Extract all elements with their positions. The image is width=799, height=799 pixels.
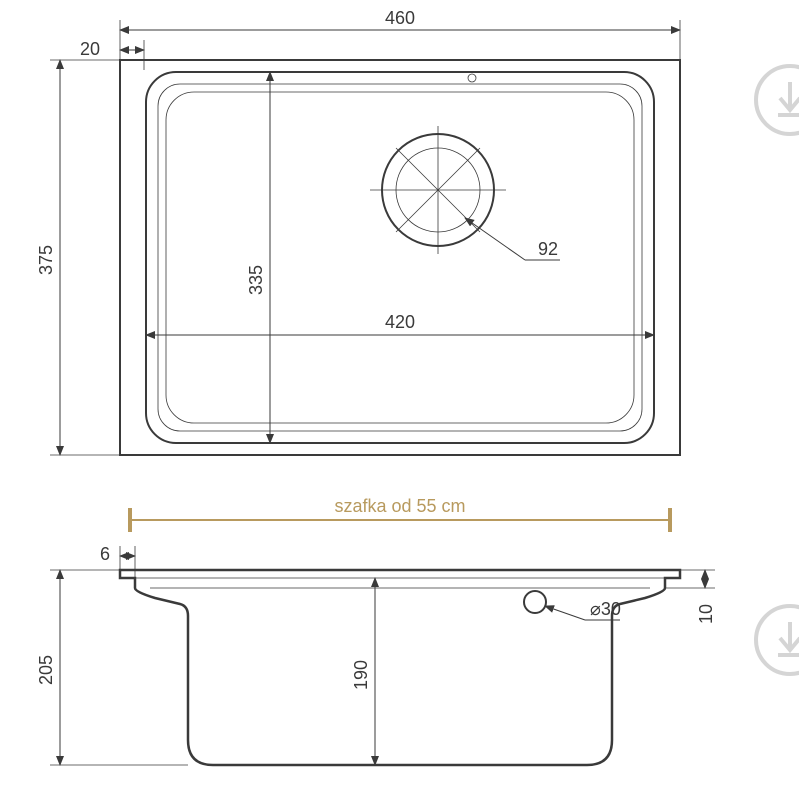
- dim-d30: ⌀30: [545, 599, 621, 620]
- side-view: ⌀30 6 10 190 205: [36, 544, 716, 765]
- basin-outer: [146, 72, 654, 443]
- overflow-hole: [524, 591, 546, 613]
- dim-335-label: 335: [246, 265, 266, 295]
- dim-20: 20: [80, 39, 144, 70]
- dim-375-label: 375: [36, 245, 56, 275]
- dim-d30-label: ⌀30: [590, 599, 621, 619]
- cabinet-note: szafka od 55 cm: [130, 496, 670, 520]
- dim-460: 460: [120, 8, 680, 60]
- dim-20-label: 20: [80, 39, 100, 59]
- watermark-1: [756, 66, 799, 134]
- dim-460-label: 460: [385, 8, 415, 28]
- watermark-2: [756, 606, 799, 674]
- cabinet-note-label: szafka od 55 cm: [334, 496, 465, 516]
- dim-375: 375: [36, 60, 120, 455]
- dim-92-label: 92: [538, 239, 558, 259]
- sink-outline: [120, 60, 680, 455]
- dim-190-label: 190: [351, 660, 371, 690]
- tap-hole-icon: [468, 74, 476, 82]
- basin-inner: [158, 84, 642, 431]
- drain-hole: [370, 126, 506, 254]
- dim-335: 335: [246, 72, 270, 443]
- dim-420: 420: [146, 312, 654, 335]
- dim-205-label: 205: [36, 655, 56, 685]
- dim-190: 190: [351, 578, 375, 765]
- dim-420-label: 420: [385, 312, 415, 332]
- dim-10-label: 10: [696, 604, 716, 624]
- dim-92: 92: [465, 218, 560, 260]
- dim-6-label: 6: [100, 544, 110, 564]
- dim-6: 6: [100, 544, 135, 578]
- top-view: 460 20 92: [36, 8, 680, 455]
